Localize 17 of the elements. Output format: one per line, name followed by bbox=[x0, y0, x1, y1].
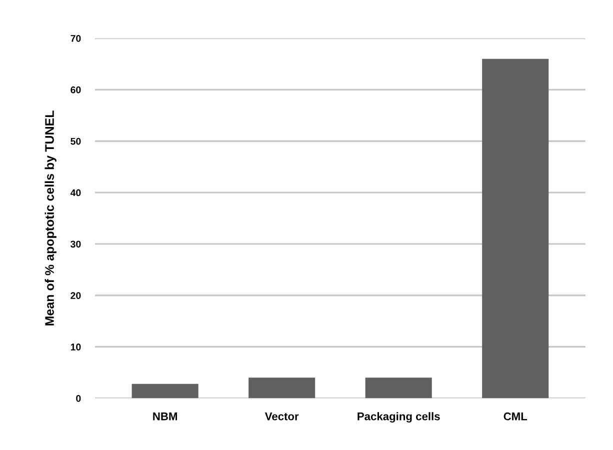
y-tick-label: 0 bbox=[76, 394, 81, 402]
bar bbox=[365, 378, 432, 398]
y-tick-label: 20 bbox=[70, 292, 81, 300]
x-tick-label: Packaging cells bbox=[358, 412, 440, 423]
bar bbox=[248, 378, 316, 398]
x-tick-label: Vector bbox=[264, 412, 299, 420]
y-tick-label: 40 bbox=[70, 189, 81, 196]
y-tick-label: 60 bbox=[70, 86, 81, 94]
y-axis-title: Mean of % apoptotic cells by TUNEL bbox=[44, 110, 56, 326]
y-tick-label: 50 bbox=[70, 138, 81, 145]
y-tick-label: 70 bbox=[70, 34, 81, 42]
x-tick-label: NBM bbox=[153, 412, 177, 420]
x-tick-label: CML bbox=[504, 412, 528, 420]
y-tick-label: 10 bbox=[70, 344, 81, 350]
bar bbox=[132, 384, 198, 398]
y-tick-label: 30 bbox=[70, 240, 81, 248]
bar bbox=[482, 58, 549, 398]
